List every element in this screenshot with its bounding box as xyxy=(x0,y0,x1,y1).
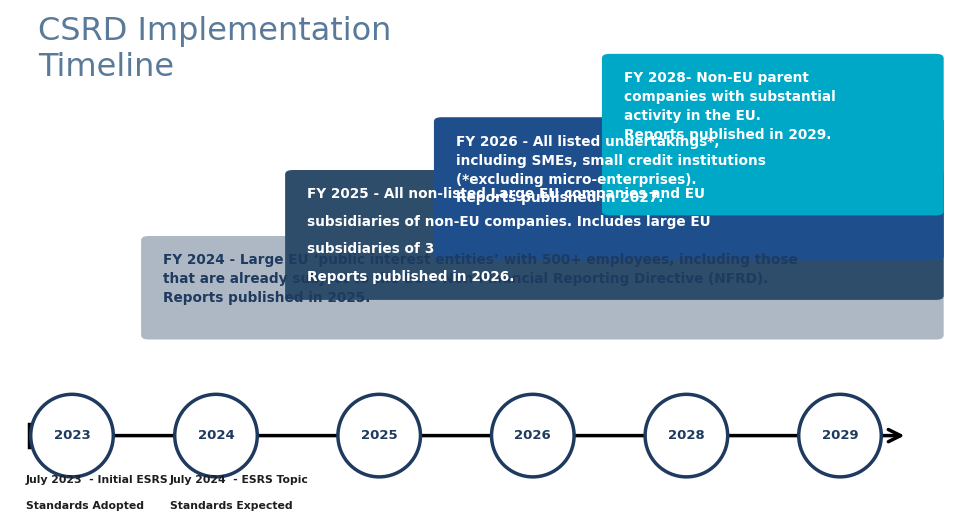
Text: FY 2025 - All non-listed Large EU companies and EU: FY 2025 - All non-listed Large EU compan… xyxy=(307,187,706,202)
Text: 2023: 2023 xyxy=(54,429,90,442)
Ellipse shape xyxy=(799,394,881,477)
Text: subsidiaries of non-EU companies. Includes large EU: subsidiaries of non-EU companies. Includ… xyxy=(307,215,710,229)
Text: CSRD Implementation
Timeline: CSRD Implementation Timeline xyxy=(38,16,392,83)
Text: 2026: 2026 xyxy=(515,429,551,442)
Ellipse shape xyxy=(31,394,113,477)
Text: 2029: 2029 xyxy=(822,429,858,442)
FancyBboxPatch shape xyxy=(602,54,944,215)
Text: 2028: 2028 xyxy=(668,429,705,442)
FancyBboxPatch shape xyxy=(285,170,944,300)
Ellipse shape xyxy=(645,394,728,477)
Text: FY 2028- Non-EU parent
companies with substantial
activity in the EU.
Reports pu: FY 2028- Non-EU parent companies with su… xyxy=(624,71,836,142)
Text: subsidiaries of 3: subsidiaries of 3 xyxy=(307,242,435,257)
Text: Standards Expected: Standards Expected xyxy=(170,501,293,511)
Text: FY 2024 - Large EU ‘public interest entities’ with 500+ employees, including tho: FY 2024 - Large EU ‘public interest enti… xyxy=(163,253,798,305)
Text: July 2023  - Initial ESRS: July 2023 - Initial ESRS xyxy=(26,475,169,485)
Ellipse shape xyxy=(175,394,257,477)
Text: Reports published in 2026.: Reports published in 2026. xyxy=(307,270,515,284)
Text: Standards Adopted: Standards Adopted xyxy=(26,501,144,511)
Ellipse shape xyxy=(492,394,574,477)
Text: 2025: 2025 xyxy=(361,429,397,442)
FancyBboxPatch shape xyxy=(434,117,944,260)
Text: FY 2026 - All listed undertakings*,
including SMEs, small credit institutions
(*: FY 2026 - All listed undertakings*, incl… xyxy=(456,135,766,205)
Text: July 2024  - ESRS Topic: July 2024 - ESRS Topic xyxy=(170,475,309,485)
Ellipse shape xyxy=(338,394,420,477)
FancyBboxPatch shape xyxy=(141,236,944,340)
Text: 2024: 2024 xyxy=(198,429,234,442)
